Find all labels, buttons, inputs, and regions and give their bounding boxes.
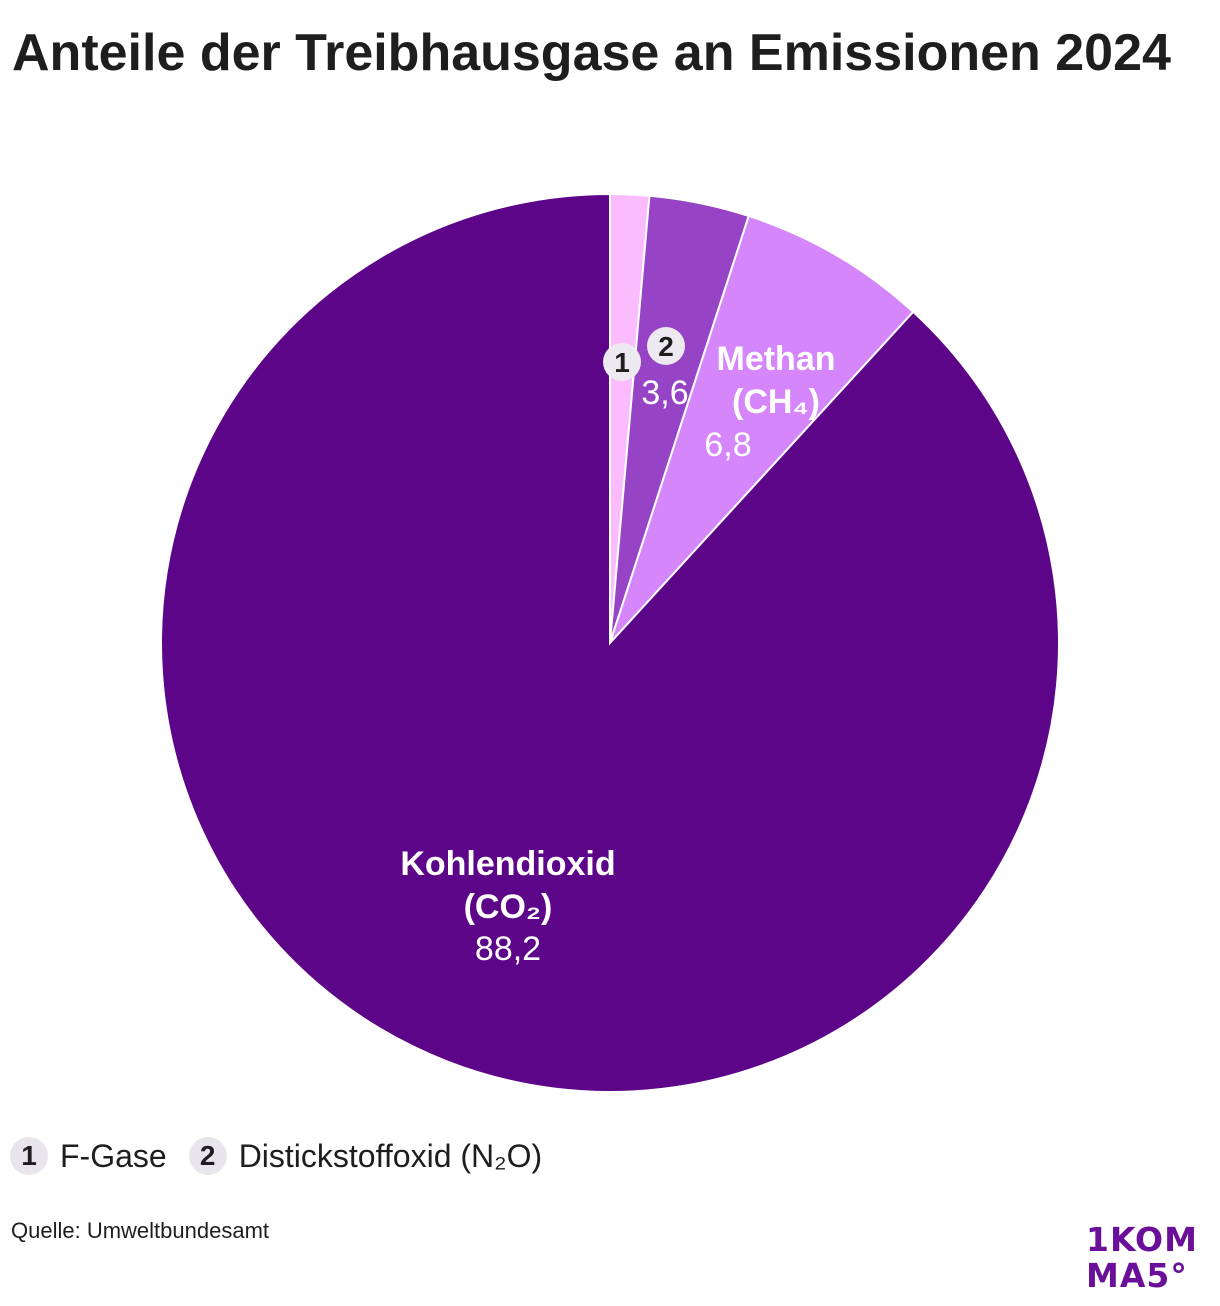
source-note: Quelle: Umweltbundesamt — [11, 1218, 270, 1243]
legend-marker-2: 2 — [188, 1137, 227, 1175]
slice-marker-2: 2 — [647, 327, 685, 365]
legend-marker-1: 1 — [10, 1137, 48, 1175]
pie-slice-ch4 — [609, 214, 915, 644]
logo-line-2: MA5° — [1086, 1256, 1188, 1295]
slice-value-2: 3,6 — [641, 374, 688, 412]
brand-logo: 1KOM MA5° — [1086, 1222, 1206, 1294]
legend-label-distickstoffoxid: Distickstoffoxid (N₂O) — [238, 1137, 543, 1174]
slice-label-ch4-line-0: Methan — [717, 340, 836, 378]
slice-marker-1: 1 — [603, 343, 641, 381]
slice-value-co2: 88,2 — [475, 930, 541, 968]
svg-text:1: 1 — [614, 347, 630, 378]
chart-title: Anteile der Treibhausgase an Emissionen … — [12, 24, 1171, 82]
svg-text:2: 2 — [658, 331, 674, 362]
logo-line-1: 1KOM — [1086, 1220, 1198, 1259]
legend-item-distickstoffoxid: 2 Distickstoffoxid (N₂O) — [188, 1137, 543, 1175]
slice-label-co2-line-1: (CO₂) — [464, 888, 553, 926]
legend-item-f-gase: 1 F-Gase — [10, 1137, 167, 1175]
slice-value-ch4: 6,8 — [704, 426, 751, 464]
slice-label-ch4-line-1: (CH₄) — [732, 383, 820, 421]
slice-label-co2-line-0: Kohlendioxid — [400, 845, 615, 883]
legend-label-f-gase: F-Gase — [60, 1137, 167, 1174]
legend: 1 F-Gase 2 Distickstoffoxid (N₂O) — [10, 1134, 564, 1178]
pie-slice-co2 — [159, 192, 1060, 1093]
